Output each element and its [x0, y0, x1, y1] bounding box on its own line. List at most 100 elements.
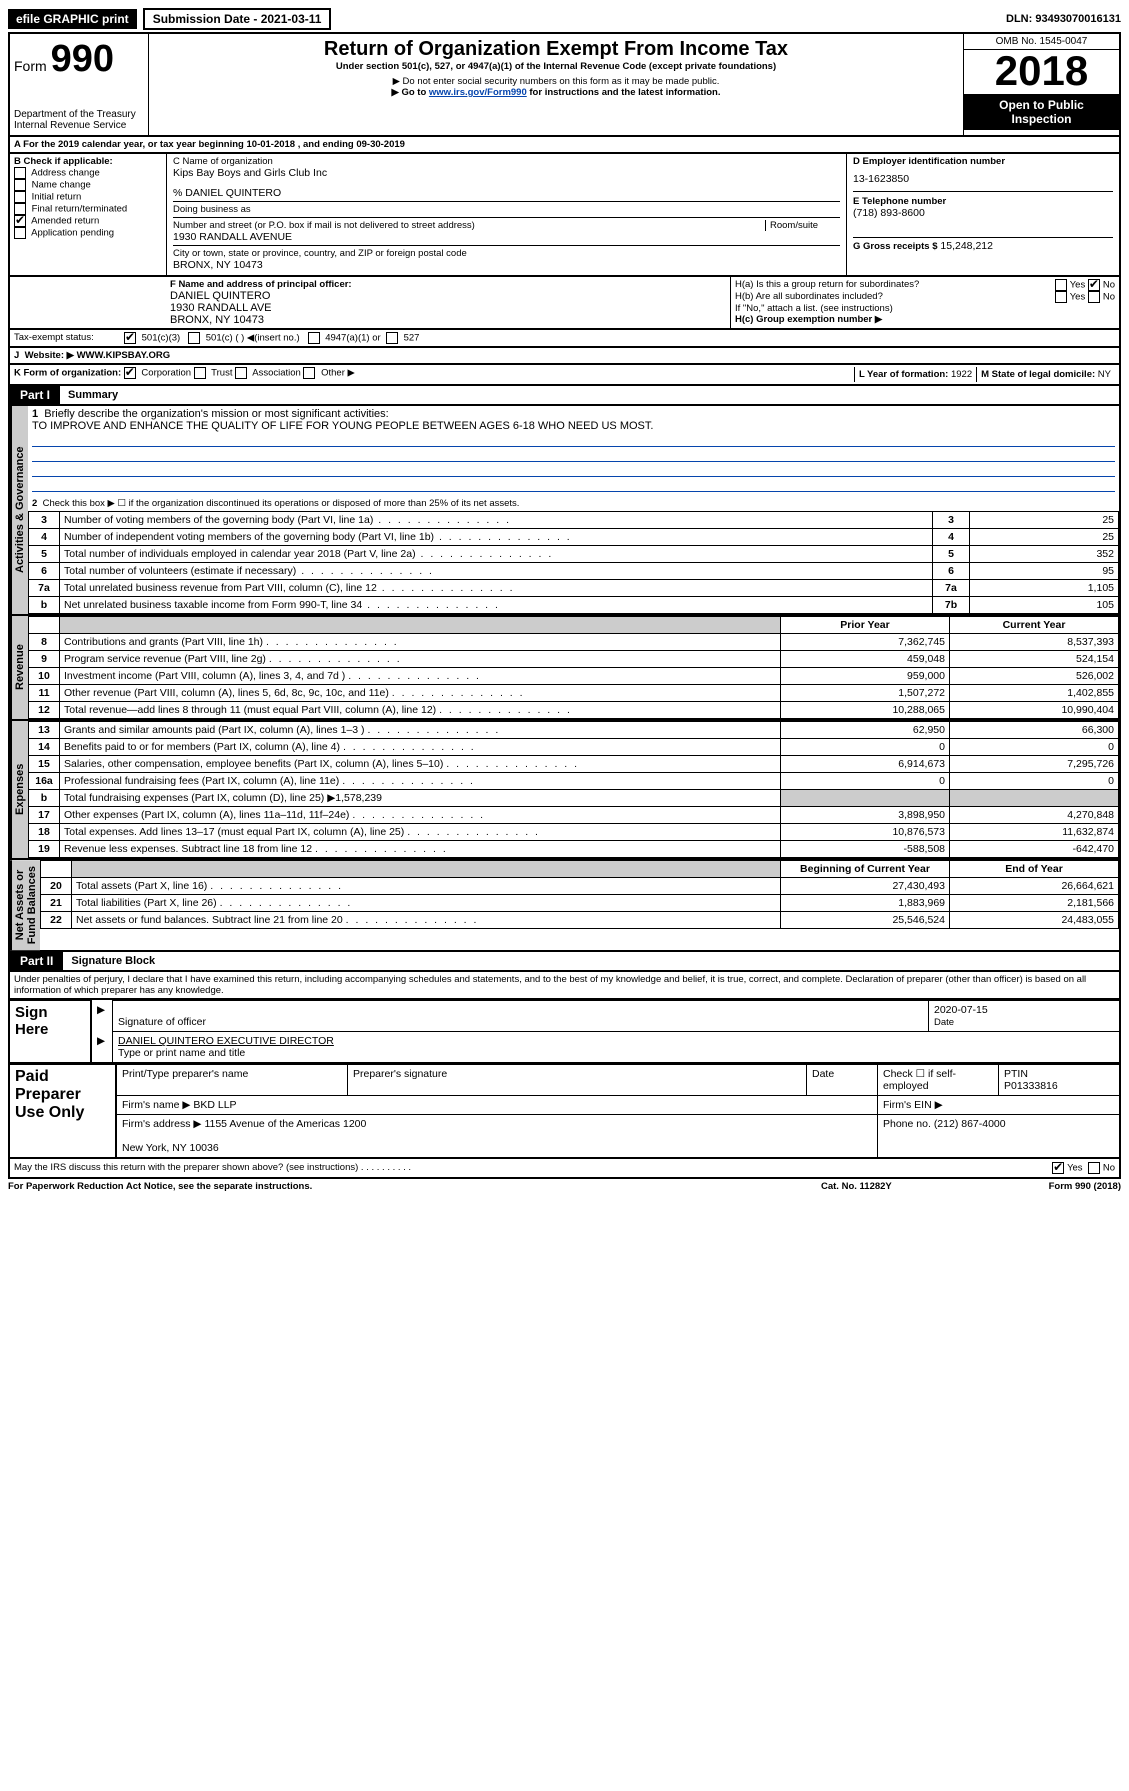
h-b: H(b) Are all subordinates included?: [735, 291, 1055, 303]
governance-table: 3Number of voting members of the governi…: [28, 511, 1119, 614]
expenses-block: Expenses 13Grants and similar amounts pa…: [8, 721, 1121, 860]
topbar: efile GRAPHIC print Submission Date - 20…: [8, 8, 1121, 30]
boxb-check[interactable]: [14, 167, 26, 179]
part1-body: Activities & Governance 1 Briefly descri…: [8, 406, 1121, 616]
vtab-expenses: Expenses: [10, 721, 28, 858]
ein-lbl: D Employer identification number: [853, 156, 1113, 167]
k-other: Other ▶: [321, 368, 355, 379]
firm-name: BKD LLP: [193, 1099, 236, 1111]
officer-addr: 1930 RANDALL AVE BRONX, NY 10473: [170, 302, 726, 326]
firm-addr-lbl: Firm's address ▶: [122, 1118, 202, 1130]
revenue-table: Prior YearCurrent Year8Contributions and…: [28, 616, 1119, 719]
q1-label: Briefly describe the organization's miss…: [44, 408, 388, 420]
period-begin: 10-01-2018: [247, 139, 296, 150]
officer-printed: DANIEL QUINTERO EXECUTIVE DIRECTOR: [118, 1035, 334, 1047]
part2-badge: Part II: [10, 952, 63, 970]
street-addr: 1930 RANDALL AVENUE: [173, 231, 840, 243]
box-b: B Check if applicable: Address change Na…: [10, 154, 167, 275]
c-name-lbl: C Name of organization: [173, 156, 840, 167]
date-lbl: Date: [934, 1017, 954, 1028]
gross-lbl: G Gross receipts $: [853, 241, 937, 252]
officer-name: DANIEL QUINTERO: [170, 290, 726, 302]
k-assoc: Association: [252, 368, 301, 379]
city-lbl: City or town, state or province, country…: [173, 248, 840, 259]
vtab-revenue: Revenue: [10, 616, 28, 719]
k-trust: Trust: [211, 368, 232, 379]
h-b-note: If "No," attach a list. (see instruction…: [735, 303, 1115, 314]
ein: 13-1623850: [853, 167, 1113, 192]
boxb-check[interactable]: [14, 227, 26, 239]
care-of: % DANIEL QUINTERO: [173, 187, 840, 199]
opt-501c3: 501(c)(3): [142, 333, 181, 344]
part1-badge: Part I: [10, 386, 60, 404]
form-label: Form: [14, 58, 47, 74]
self-emp: Check ☐ if self-employed: [878, 1065, 999, 1096]
open-public: Open to Public Inspection: [964, 94, 1119, 130]
part2-header: Part II Signature Block: [8, 952, 1121, 972]
discuss-yes[interactable]: [1052, 1162, 1064, 1174]
period-pre: For the 2019 calendar year, or tax year …: [23, 139, 246, 150]
entity-block: B Check if applicable: Address change Na…: [8, 154, 1121, 277]
vtab-netassets: Net Assets or Fund Balances: [10, 860, 40, 950]
prep-date-lbl: Date: [807, 1065, 878, 1096]
website-url: WWW.KIPSBAY.ORG: [77, 350, 171, 361]
box-deg: D Employer identification number 13-1623…: [847, 154, 1119, 275]
box-f: F Name and address of principal officer:…: [166, 277, 731, 328]
l-lbl: L Year of formation:: [859, 369, 948, 380]
prep-name-lbl: Print/Type preparer's name: [116, 1065, 348, 1096]
tax-year: 2018: [964, 50, 1119, 92]
website-lbl: Website: ▶: [25, 350, 74, 361]
k-corp: Corporation: [141, 368, 191, 379]
box-b-label: B Check if applicable:: [14, 156, 162, 167]
sig-officer-lbl: Signature of officer: [118, 1016, 206, 1028]
form-number: 990: [51, 38, 114, 80]
expenses-table: 13Grants and similar amounts paid (Part …: [28, 721, 1119, 858]
room-lbl: Room/suite: [765, 220, 840, 231]
part2-title: Signature Block: [63, 955, 155, 967]
prep-phone-lbl: Phone no.: [883, 1118, 931, 1130]
fh-block: F Name and address of principal officer:…: [8, 277, 1121, 330]
pra-notice: For Paperwork Reduction Act Notice, see …: [8, 1181, 821, 1192]
city-state-zip: BRONX, NY 10473: [173, 259, 840, 271]
gross-receipts: 15,248,212: [940, 240, 993, 252]
period-mid: , and ending: [295, 139, 356, 150]
paid-preparer: Paid Preparer Use Only: [9, 1065, 116, 1159]
website-row: J Website: ▶ WWW.KIPSBAY.ORG: [8, 348, 1121, 365]
form-footer: Form 990 (2018): [981, 1181, 1121, 1192]
irs-link[interactable]: www.irs.gov/Form990: [429, 87, 527, 98]
phone: (718) 893-8600: [853, 207, 1113, 219]
prep-phone: (212) 867-4000: [934, 1118, 1006, 1130]
boxb-check[interactable]: [14, 179, 26, 191]
boxb-check[interactable]: [14, 191, 26, 203]
form-title: Return of Organization Exempt From Incom…: [157, 38, 955, 61]
opt-4947: 4947(a)(1) or: [325, 333, 380, 344]
discuss-text: May the IRS discuss this return with the…: [14, 1162, 358, 1173]
opt-501c: 501(c) ( ) ◀(insert no.): [206, 333, 300, 344]
efile-btn[interactable]: efile GRAPHIC print: [8, 9, 137, 29]
box-c: C Name of organization Kips Bay Boys and…: [167, 154, 847, 275]
vtab-governance: Activities & Governance: [10, 406, 28, 614]
part1-header: Part I Summary: [8, 386, 1121, 406]
addr-lbl: Number and street (or P.O. box if mail i…: [173, 220, 765, 231]
footer: For Paperwork Reduction Act Notice, see …: [8, 1181, 1121, 1192]
501c3-check[interactable]: [124, 332, 136, 344]
perjury-text: Under penalties of perjury, I declare th…: [8, 972, 1121, 1000]
h-a: H(a) Is this a group return for subordin…: [735, 279, 1055, 291]
year-formation: 1922: [951, 369, 972, 380]
type-name-lbl: Type or print name and title: [118, 1047, 245, 1059]
ptin-lbl: PTIN: [1004, 1068, 1028, 1080]
period-end: 09-30-2019: [356, 139, 405, 150]
cat-no: Cat. No. 11282Y: [821, 1181, 981, 1192]
k-lbl: K Form of organization:: [14, 368, 121, 379]
discuss-no[interactable]: [1088, 1162, 1100, 1174]
tax-exempt-row: Tax-exempt status: 501(c)(3) 501(c) ( ) …: [8, 330, 1121, 348]
netassets-table: Beginning of Current YearEnd of Year20To…: [40, 860, 1119, 929]
m-lbl: M State of legal domicile:: [981, 369, 1095, 380]
mission-text: TO IMPROVE AND ENHANCE THE QUALITY OF LI…: [32, 420, 653, 432]
h-c: H(c) Group exemption number ▶: [735, 314, 1115, 325]
firm-name-lbl: Firm's name ▶: [122, 1099, 190, 1111]
boxb-check[interactable]: [14, 215, 26, 227]
exempt-lbl: Tax-exempt status:: [14, 332, 124, 344]
state-domicile: NY: [1098, 369, 1111, 380]
revenue-block: Revenue Prior YearCurrent Year8Contribut…: [8, 616, 1121, 721]
